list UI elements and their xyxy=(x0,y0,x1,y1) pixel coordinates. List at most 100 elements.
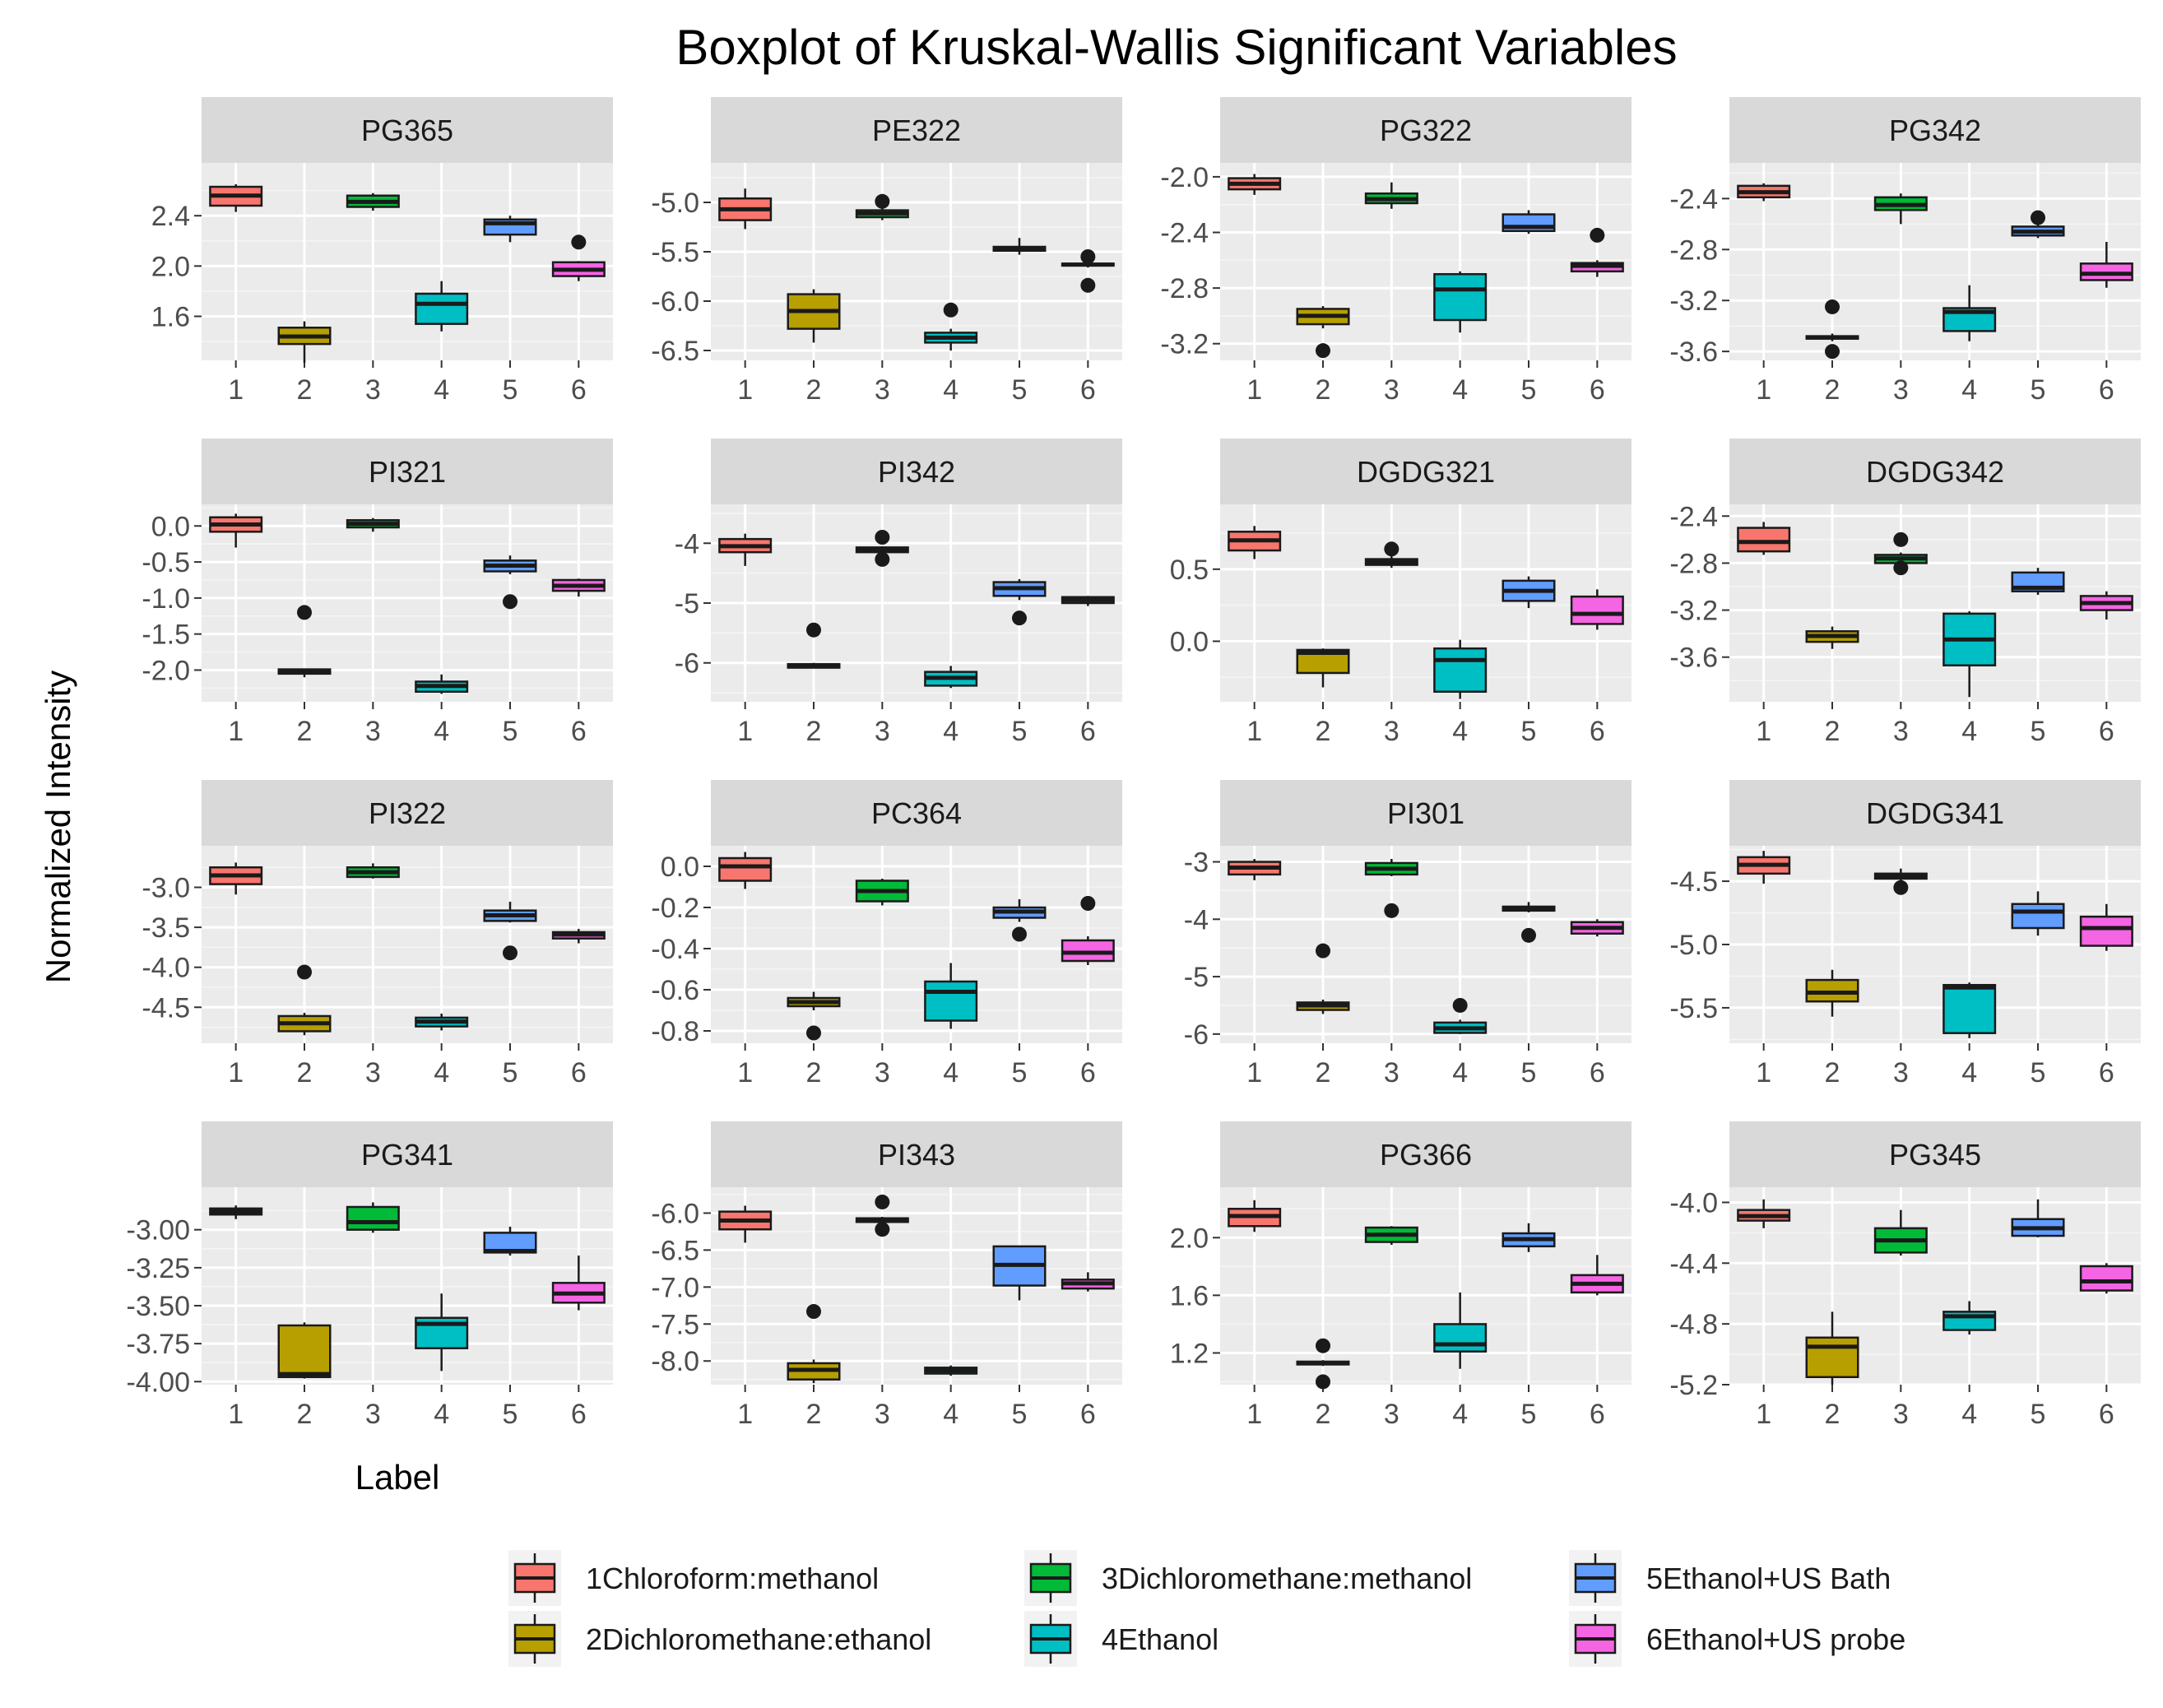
box-body xyxy=(718,856,773,882)
outlier-point xyxy=(503,945,518,961)
facet-panel: -5.5 -5.0 -4.5 1 2 3 4 5 6 DGDG341 xyxy=(1669,780,2141,1088)
facet-panel: -5.2 -4.8 -4.4 -4.0 1 2 3 4 5 6 PG345 xyxy=(1669,1121,2141,1430)
y-tick-label: -2.8 xyxy=(1160,273,1209,304)
x-tick-label: 3 xyxy=(875,1057,890,1088)
facet-label: PC364 xyxy=(871,796,962,830)
y-tick-label: 2.0 xyxy=(1170,1223,1209,1254)
box-1 xyxy=(1737,851,1791,884)
y-tick-label: -2.0 xyxy=(142,655,190,686)
box-6 xyxy=(2079,591,2133,620)
box-3 xyxy=(855,1194,909,1237)
legend-label: 6Ethanol+US probe xyxy=(1646,1622,1905,1656)
box-1 xyxy=(1228,1200,1282,1232)
x-tick-label: 6 xyxy=(2099,374,2114,406)
x-tick-label: 5 xyxy=(1521,716,1537,747)
box-6 xyxy=(1061,896,1115,965)
box-3 xyxy=(1873,193,1928,225)
panel-background xyxy=(1729,504,2141,702)
x-tick-label: 3 xyxy=(1384,1399,1399,1430)
x-tick-label: 2 xyxy=(806,716,822,747)
y-tick-label: 0.5 xyxy=(1170,555,1209,586)
y-tick-label: -3 xyxy=(1184,847,1209,879)
facet-strip xyxy=(1729,780,2141,846)
outlier-point xyxy=(1384,541,1399,557)
x-tick-label: 5 xyxy=(2031,1057,2046,1088)
x-tick-label: 2 xyxy=(1316,716,1331,747)
x-tick-label: 5 xyxy=(1012,1057,1028,1088)
outlier-point xyxy=(1316,343,1330,359)
panel-background xyxy=(1220,846,1632,1043)
box-5 xyxy=(2011,568,2065,595)
box-3 xyxy=(346,193,400,211)
box-5 xyxy=(1502,210,1556,234)
x-tick-label: 4 xyxy=(943,374,958,406)
box-2 xyxy=(1805,969,1859,1017)
x-tick-label: 1 xyxy=(228,716,244,747)
y-tick-label: 1.6 xyxy=(1170,1280,1209,1311)
box-5 xyxy=(2011,891,2065,936)
box-2 xyxy=(787,991,841,1041)
box-4 xyxy=(1433,997,1488,1034)
x-tick-label: 3 xyxy=(365,1399,381,1430)
x-tick-label: 2 xyxy=(1825,716,1840,747)
chart-title: Boxplot of Kruskal-Wallis Significant Va… xyxy=(675,20,1677,75)
outlier-point xyxy=(1893,560,1909,576)
x-tick-label: 1 xyxy=(1246,1057,1262,1088)
outlier-point xyxy=(1080,249,1096,264)
box-body xyxy=(2011,903,2065,930)
box-1 xyxy=(209,862,263,895)
x-tick-label: 1 xyxy=(228,1057,244,1088)
facet-panel: -3.6 -3.2 -2.8 -2.4 1 2 3 4 5 6 PG342 xyxy=(1669,97,2141,406)
facet-label: DGDG321 xyxy=(1357,455,1495,489)
x-tick-label: 6 xyxy=(571,1399,587,1430)
x-tick-label: 5 xyxy=(503,1057,518,1088)
box-4 xyxy=(415,1014,469,1031)
facet-label: PG365 xyxy=(361,114,453,147)
x-tick-label: 2 xyxy=(297,716,313,747)
box-3 xyxy=(346,863,400,879)
y-tick-label: -4 xyxy=(1184,904,1209,935)
box-6 xyxy=(2079,903,2133,951)
x-tick-label: 4 xyxy=(434,1399,449,1430)
box-body xyxy=(2079,1265,2133,1292)
x-tick-label: 5 xyxy=(503,1399,518,1430)
facet-strip xyxy=(711,439,1122,504)
legend-item: 3Dichloromethane:methanol xyxy=(1024,1550,1472,1606)
y-tick-label: -3.5 xyxy=(142,912,190,944)
panel-background xyxy=(1220,504,1632,702)
outlier-point xyxy=(1080,277,1096,293)
x-tick-label: 4 xyxy=(1961,374,1977,406)
facet-panel: -8.0 -7.5 -7.0 -6.5 -6.0 1 2 3 4 5 6 PI343 xyxy=(651,1121,1122,1430)
box-4 xyxy=(1943,285,1997,341)
box-6 xyxy=(1570,227,1624,277)
box-3 xyxy=(855,193,909,220)
legend-item: 5Ethanol+US Bath xyxy=(1569,1550,1891,1606)
box-2 xyxy=(1296,1338,1350,1390)
y-tick-label: -3.25 xyxy=(127,1253,191,1284)
y-tick-label: -0.6 xyxy=(651,975,699,1006)
box-1 xyxy=(1228,174,1282,195)
x-tick-label: 3 xyxy=(1384,1057,1399,1088)
facet-label: PI301 xyxy=(1387,796,1464,830)
x-tick-label: 4 xyxy=(1961,1057,1977,1088)
y-tick-label: -3.50 xyxy=(127,1291,191,1322)
y-tick-label: 1.6 xyxy=(151,301,190,332)
box-body xyxy=(1433,647,1488,693)
x-tick-label: 3 xyxy=(875,1399,890,1430)
outlier-point xyxy=(1316,1374,1330,1390)
box-body xyxy=(924,980,978,1022)
box-3 xyxy=(855,530,909,567)
y-tick-label: -7.0 xyxy=(651,1272,699,1303)
x-tick-label: 4 xyxy=(1961,716,1977,747)
box-6 xyxy=(1570,589,1624,630)
y-tick-label: -2.0 xyxy=(1160,162,1209,193)
outlier-point xyxy=(1825,299,1840,314)
panel-background xyxy=(202,504,613,702)
x-tick-label: 4 xyxy=(943,716,958,747)
y-tick-label: -4.5 xyxy=(1669,866,1718,898)
legend-label: 5Ethanol+US Bath xyxy=(1646,1562,1891,1595)
box-2 xyxy=(1296,943,1350,1014)
facet-label: PG345 xyxy=(1889,1138,1981,1172)
facet-label: DGDG342 xyxy=(1866,455,2004,489)
